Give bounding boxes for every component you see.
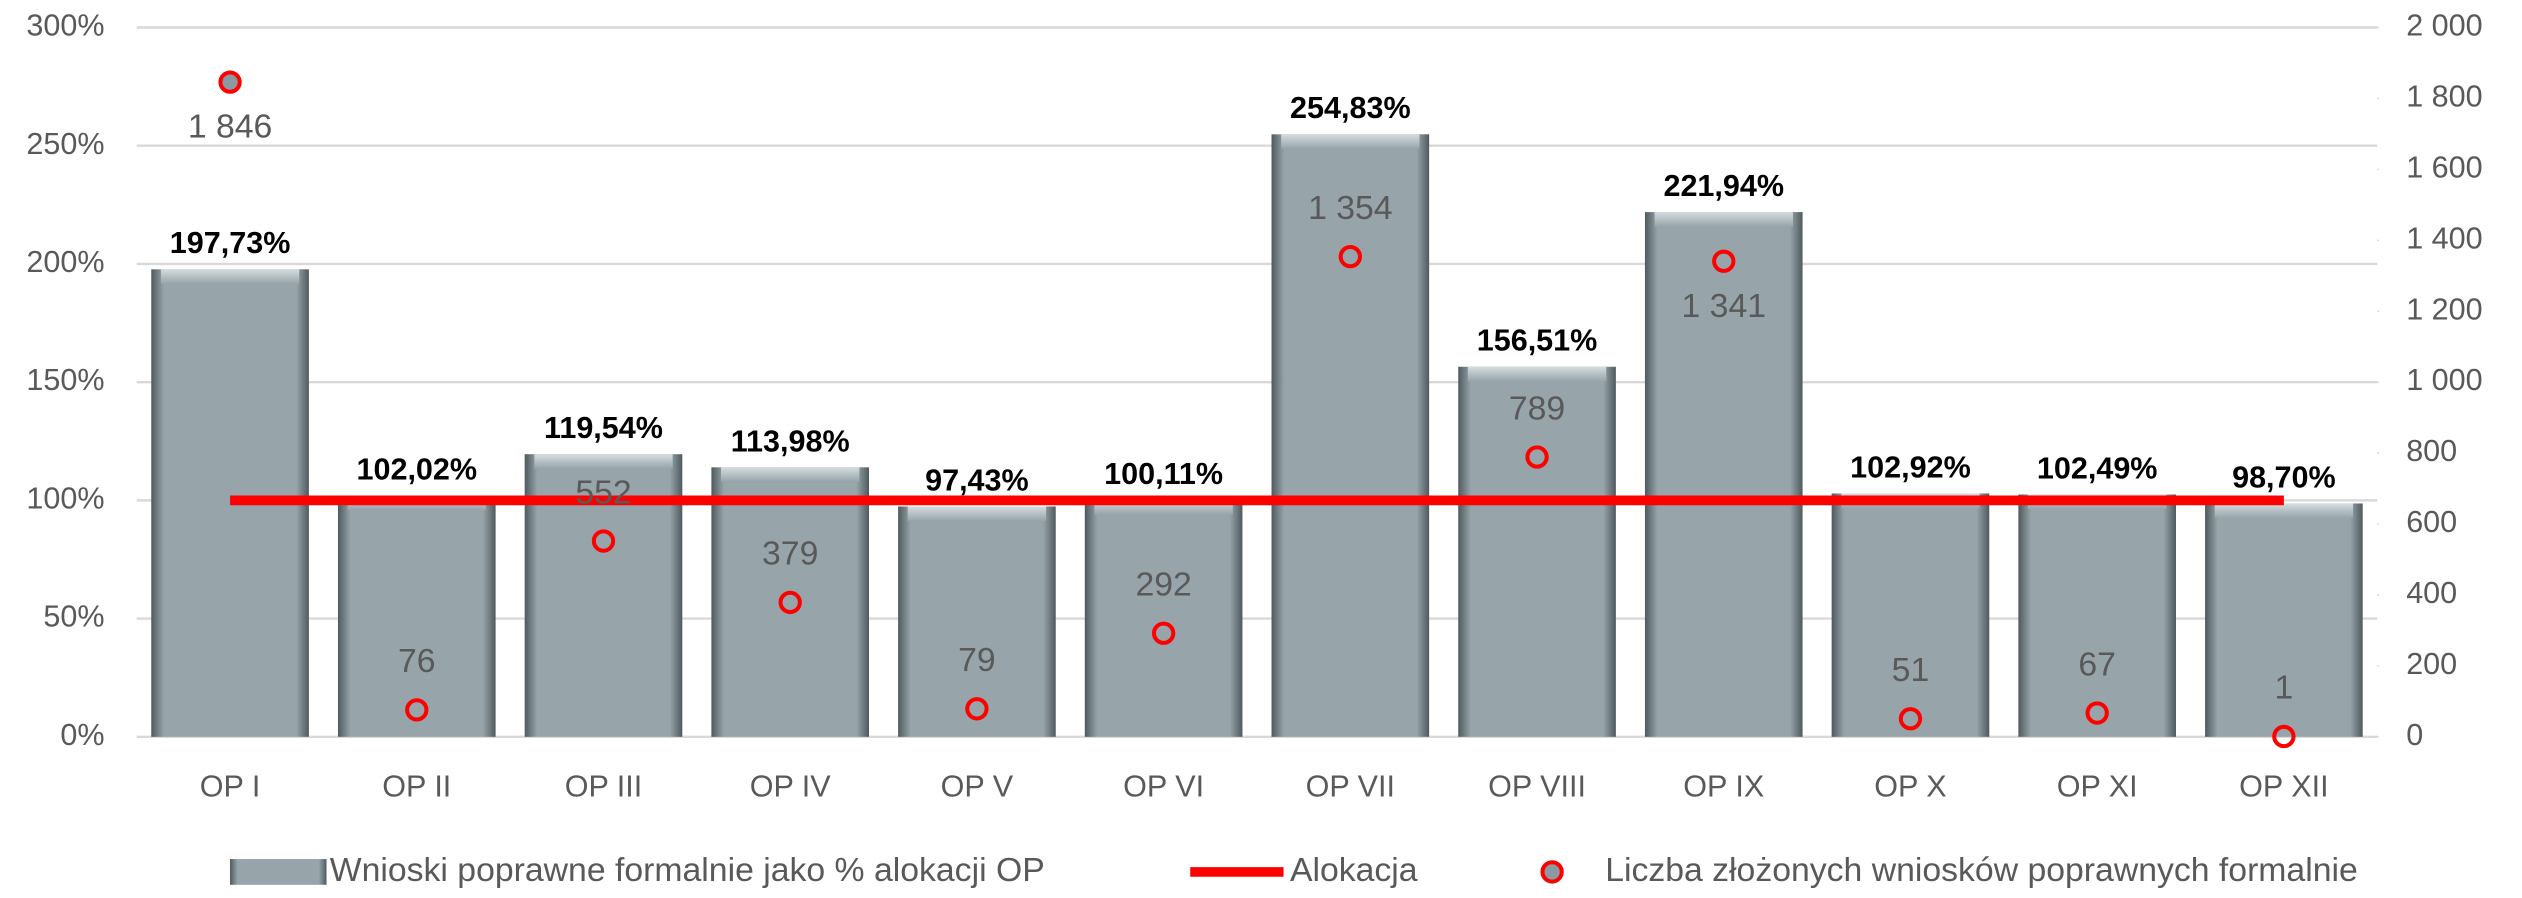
point-label: 79 bbox=[958, 641, 996, 679]
value-label: 98,70% bbox=[2232, 460, 2336, 494]
x-tick-label: OP XI bbox=[2057, 769, 2138, 803]
value-label: 156,51% bbox=[1477, 324, 1598, 358]
y2-tick-label: 1 000 bbox=[2406, 363, 2482, 397]
bar-bevel bbox=[1281, 134, 1420, 149]
y2-tick-label: 400 bbox=[2406, 576, 2457, 610]
value-label: 254,83% bbox=[1290, 91, 1411, 125]
x-tick-label: OP IV bbox=[750, 769, 832, 803]
bar-bevel bbox=[721, 467, 860, 482]
bar bbox=[1271, 134, 1430, 737]
point-label: 552 bbox=[575, 473, 631, 511]
y2-tick-label: 1 400 bbox=[2406, 221, 2482, 255]
x-tick-label: OP V bbox=[941, 769, 1014, 803]
value-label: 221,94% bbox=[1663, 169, 1784, 203]
x-tick-label: OP X bbox=[1874, 769, 1946, 803]
bar bbox=[711, 467, 870, 737]
value-label: 102,49% bbox=[2037, 451, 2158, 485]
y-tick-label: 0% bbox=[60, 718, 104, 752]
point-label: 789 bbox=[1509, 389, 1565, 427]
bar bbox=[337, 495, 496, 737]
y2-tick-label: 800 bbox=[2406, 434, 2457, 468]
bar-bevel bbox=[1654, 212, 1793, 227]
y2-tick-label: 1 800 bbox=[2406, 80, 2482, 114]
x-tick-label: OP IX bbox=[1683, 769, 1764, 803]
bar-bevel bbox=[534, 454, 673, 469]
y-tick-label: 300% bbox=[26, 9, 104, 43]
value-label: 197,73% bbox=[170, 226, 291, 260]
x-tick-label: OP XII bbox=[2239, 769, 2328, 803]
y2-tick-label: 1 200 bbox=[2406, 292, 2482, 326]
point bbox=[1525, 445, 1549, 469]
point-label: 379 bbox=[762, 535, 818, 573]
bar bbox=[2205, 503, 2363, 737]
value-label: 100,11% bbox=[1104, 457, 1223, 491]
y-tick-label: 50% bbox=[43, 600, 104, 634]
point-label: 1 341 bbox=[1682, 287, 1767, 325]
bar bbox=[898, 506, 1056, 737]
value-label: 119,54% bbox=[544, 411, 663, 445]
y-tick-label: 150% bbox=[26, 363, 104, 397]
point bbox=[778, 590, 802, 615]
point-label: 292 bbox=[1135, 566, 1191, 604]
value-label: 102,92% bbox=[1850, 450, 1971, 484]
bar-bevel bbox=[160, 269, 300, 284]
value-label: 113,98% bbox=[731, 424, 850, 458]
bar bbox=[2018, 494, 2176, 737]
legend-swatch bbox=[1540, 860, 1564, 884]
legend-swatch bbox=[230, 859, 327, 885]
point-label: 76 bbox=[398, 642, 436, 680]
point bbox=[1712, 249, 1736, 273]
bar-bevel bbox=[1467, 366, 1607, 382]
point-label: 1 846 bbox=[188, 108, 273, 146]
legend-label: Alokacja bbox=[1290, 851, 1418, 889]
y2-tick-label: 2 000 bbox=[2406, 9, 2482, 43]
point-label: 51 bbox=[1892, 651, 1930, 689]
point bbox=[218, 70, 242, 94]
bar bbox=[1831, 493, 1990, 737]
x-tick-label: OP VI bbox=[1123, 769, 1204, 803]
point bbox=[1898, 707, 1923, 731]
y2-tick-label: 0 bbox=[2406, 718, 2423, 752]
bar bbox=[1084, 500, 1243, 737]
point bbox=[2272, 724, 2296, 749]
bar-bevel bbox=[907, 506, 1047, 521]
x-tick-label: OP VIII bbox=[1488, 769, 1586, 803]
y-tick-label: 200% bbox=[26, 245, 104, 279]
y-tick-label: 250% bbox=[26, 127, 104, 161]
y2-tick-label: 200 bbox=[2406, 647, 2457, 681]
legend-label: Wnioski poprawne formalnie jako % alokac… bbox=[330, 851, 1045, 889]
x-tick-label: OP II bbox=[382, 769, 451, 803]
x-tick-label: OP I bbox=[200, 769, 261, 803]
y2-tick-label: 600 bbox=[2406, 505, 2457, 539]
value-label: 97,43% bbox=[925, 463, 1029, 497]
point bbox=[2085, 701, 2109, 725]
point bbox=[591, 529, 616, 553]
x-tick-label: OP VII bbox=[1306, 769, 1395, 803]
point bbox=[1151, 621, 1176, 645]
point-label: 1 354 bbox=[1308, 189, 1393, 227]
y-tick-label: 100% bbox=[26, 481, 104, 515]
y2-tick-label: 1 600 bbox=[2406, 150, 2482, 184]
x-tick-label: OP III bbox=[565, 769, 643, 803]
point bbox=[1338, 244, 1362, 269]
legend-label: Liczba złożonych wniosków poprawnych for… bbox=[1605, 851, 2358, 889]
bar bbox=[1644, 212, 1803, 737]
point-label: 1 bbox=[2274, 669, 2293, 707]
point-label: 67 bbox=[2078, 645, 2116, 683]
bar bbox=[1458, 366, 1616, 737]
bar-bevel bbox=[2214, 503, 2354, 518]
point bbox=[965, 697, 989, 721]
value-label: 102,02% bbox=[356, 453, 477, 487]
point bbox=[405, 698, 429, 722]
